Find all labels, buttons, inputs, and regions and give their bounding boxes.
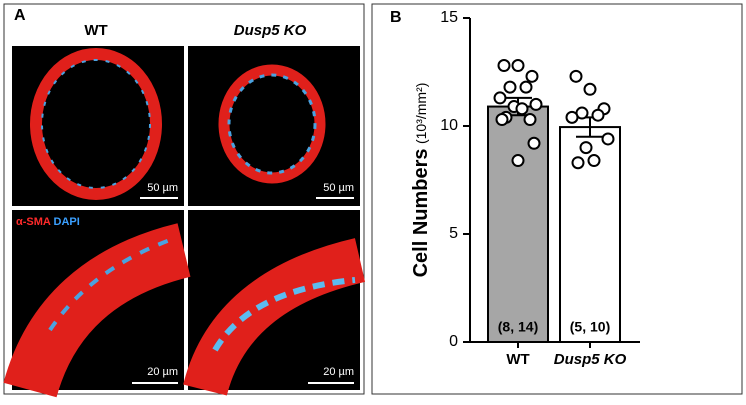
- vessel-wall: [183, 238, 366, 397]
- x-tick-label: WT: [506, 351, 529, 368]
- data-point: [579, 141, 593, 155]
- n-label: (8, 14): [498, 319, 538, 335]
- vessel-wall: [3, 223, 191, 398]
- data-point: [571, 156, 585, 170]
- vessel: [30, 48, 162, 200]
- data-point: [511, 154, 525, 168]
- column-title: WT: [84, 22, 107, 39]
- data-point: [523, 113, 537, 127]
- scale-label: 20 µm: [323, 366, 354, 378]
- data-point: [519, 80, 533, 94]
- data-point: [583, 82, 597, 96]
- nuclei: [212, 277, 356, 352]
- nuclei: [227, 73, 317, 175]
- y-tick-label: 5: [449, 225, 458, 242]
- stain: DAPI: [54, 216, 80, 228]
- stain: α-SMA: [16, 216, 51, 228]
- data-point: [525, 69, 539, 83]
- scale-label: 50 µm: [147, 182, 178, 194]
- data-point: [569, 69, 583, 83]
- stain-legend: α-SMA DAPI: [16, 216, 80, 228]
- scale-label: 50 µm: [323, 182, 354, 194]
- data-point: [495, 113, 509, 127]
- data-point: [527, 136, 541, 150]
- n-label: (5, 10): [570, 319, 610, 335]
- micrographs: [3, 46, 366, 398]
- data-point: [511, 59, 525, 73]
- vessel: [218, 64, 326, 184]
- data-point: [493, 91, 507, 105]
- data-point: [601, 132, 615, 146]
- plot: 0 5 10 15 (8, 14) WT (5, 10) Dusp5 KO: [440, 9, 640, 368]
- y-label: Cell Numbers: [410, 148, 432, 277]
- panel-label: B: [390, 9, 402, 26]
- column-title: Dusp5 KO: [234, 22, 307, 39]
- data-point: [515, 102, 529, 116]
- y-tick-label: 0: [449, 333, 458, 350]
- y-tick-label: 10: [440, 117, 458, 134]
- data-point: [497, 59, 511, 73]
- nuclei: [41, 59, 151, 189]
- data-point: [587, 154, 601, 168]
- y-axis-label: Cell Numbers (10³/mm²): [410, 83, 432, 278]
- x-tick-label: Dusp5 KO: [554, 351, 627, 368]
- data-point: [503, 80, 517, 94]
- scale-label: 20 µm: [147, 366, 178, 378]
- data-point: [591, 108, 605, 122]
- data-point: [529, 97, 543, 111]
- y-tick-label: 15: [440, 9, 458, 26]
- y-unit: (10³/mm²): [413, 83, 429, 144]
- data-point: [565, 110, 579, 124]
- panel-b-frame: [371, 3, 743, 395]
- panel-label: A: [14, 7, 26, 24]
